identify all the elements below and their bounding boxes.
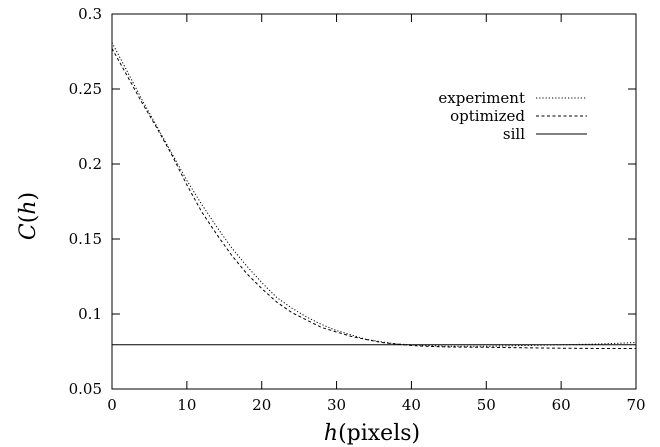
y-axis-title-func: C [16, 223, 41, 240]
legend-label-optimized: optimized [450, 107, 525, 125]
y-axis-title: C(h) [16, 192, 41, 240]
plot-frame [111, 13, 637, 390]
series-layer [111, 42, 637, 349]
y-tick-label: 0.1 [78, 305, 102, 323]
y-axis-title-arg: h [16, 200, 41, 214]
legend-label-sill: sill [503, 125, 525, 143]
x-axis-title-var: h [324, 421, 338, 446]
legend-label-experiment: experiment [438, 89, 525, 107]
x-tick-label: 10 [177, 396, 196, 414]
y-tick-label: 0.05 [69, 380, 102, 398]
x-tick-label: 0 [107, 396, 117, 414]
y-tick-label: 0.3 [78, 5, 102, 23]
x-tick-label: 40 [402, 396, 421, 414]
y-tick-label: 0.15 [69, 230, 102, 248]
series-line-experiment [111, 42, 637, 347]
y-tick-label: 0.25 [69, 80, 102, 98]
x-tick-label: 70 [626, 396, 645, 414]
y-tick-label: 0.2 [78, 155, 102, 173]
x-axis-title-unit: (pixels) [338, 421, 420, 446]
series-line-optimized [111, 48, 636, 349]
x-axis-title: h(pixels) [324, 421, 420, 446]
axis-tick-labels: 0 10 20 30 40 50 60 70 0.05 0.1 0.15 0.2 0.25 0.3 [69, 5, 646, 414]
x-tick-label: 20 [252, 396, 271, 414]
x-tick-label: 30 [327, 396, 346, 414]
axis-ticks [111, 13, 637, 390]
x-tick-label: 50 [477, 396, 496, 414]
x-tick-label: 60 [552, 396, 571, 414]
